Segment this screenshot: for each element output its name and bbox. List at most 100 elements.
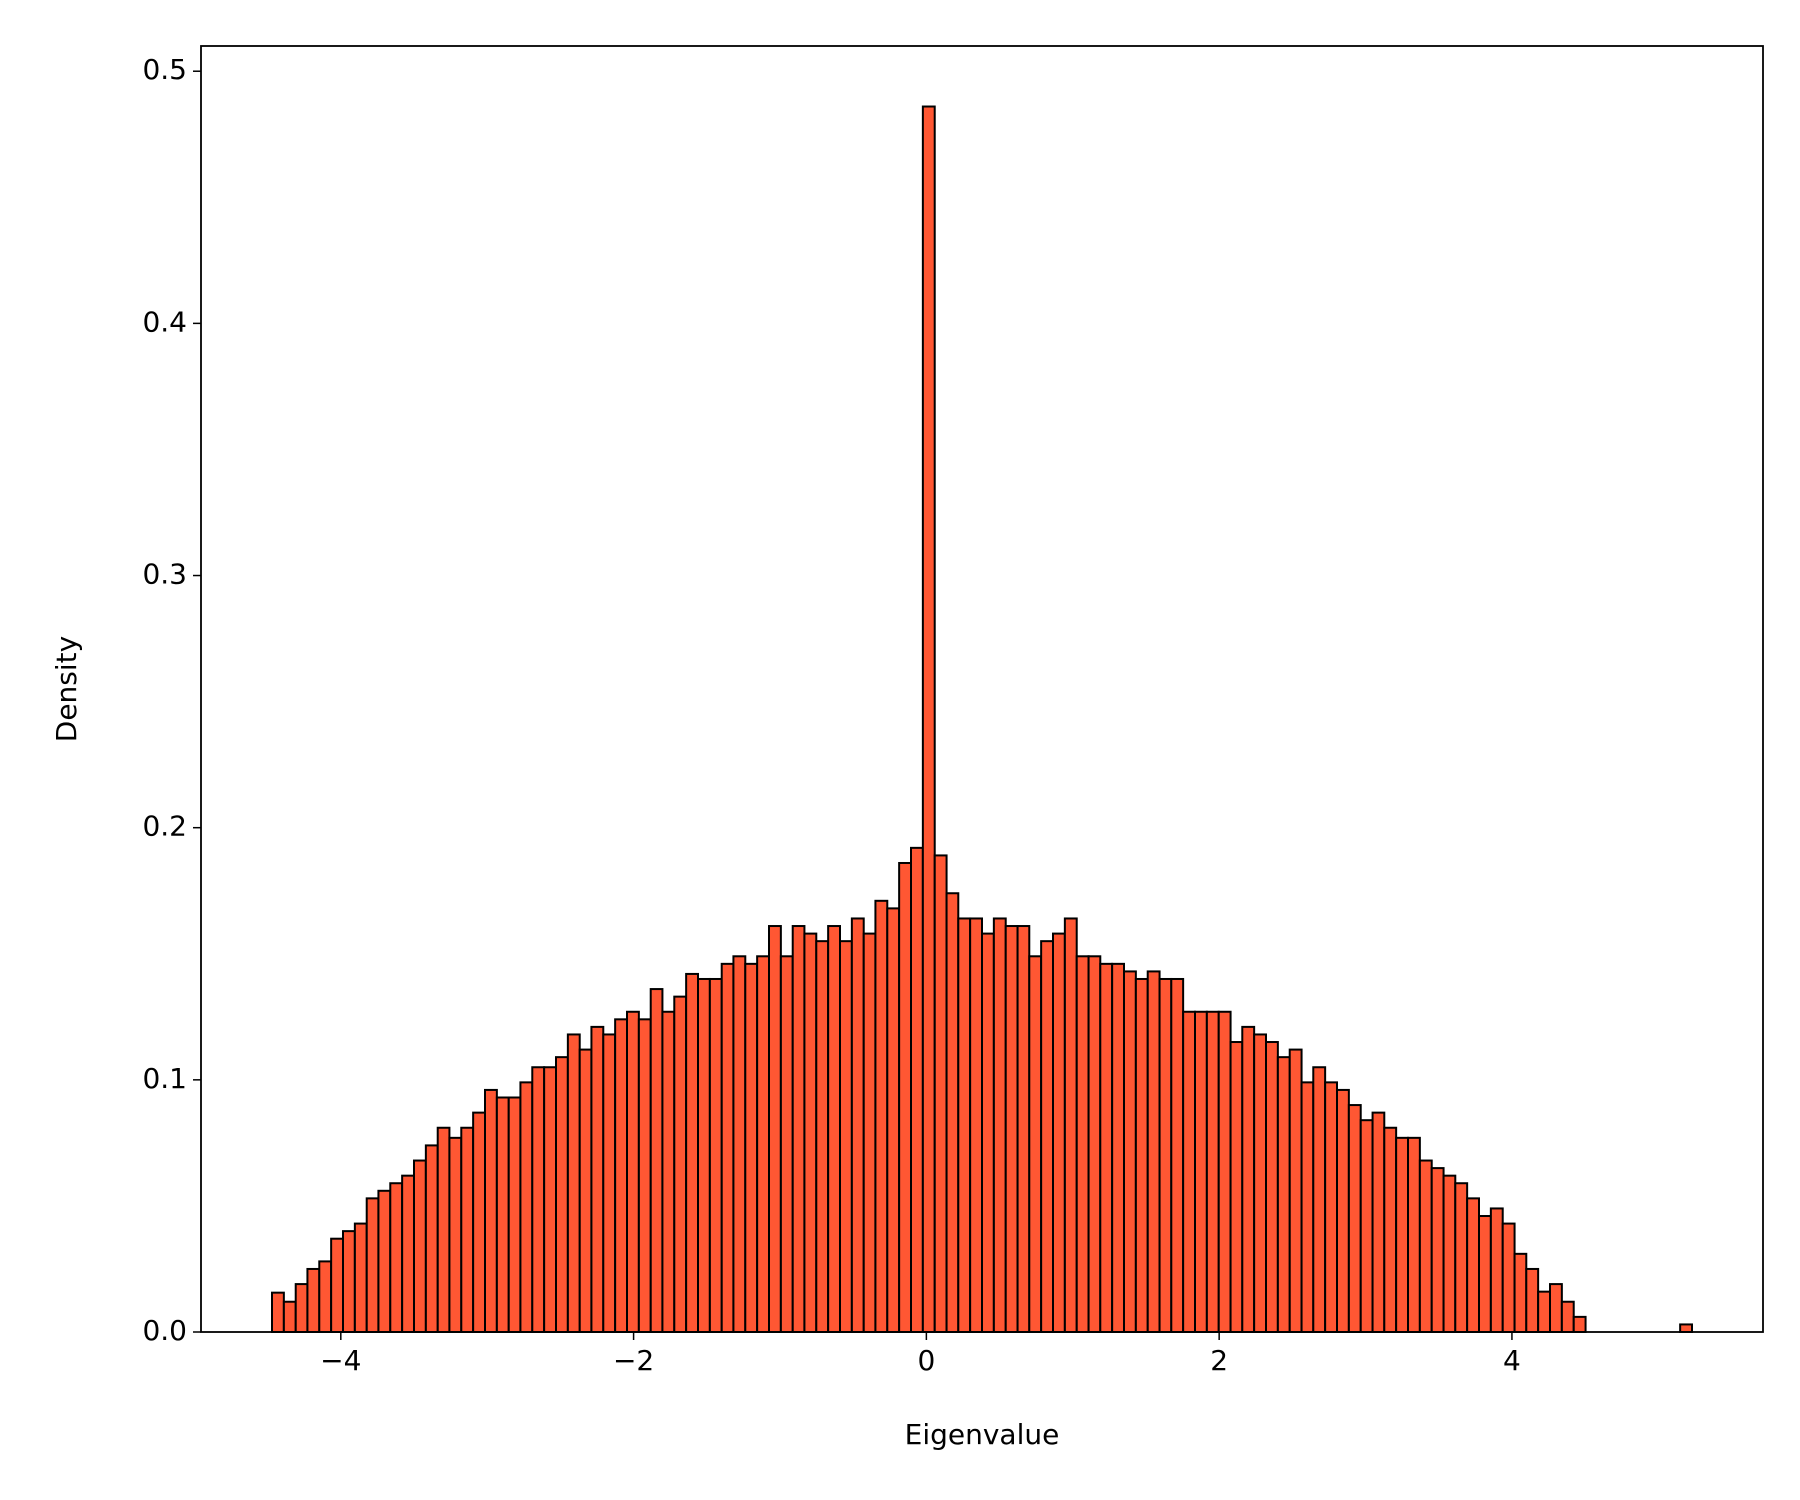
bar: [957, 917, 972, 1334]
bar: [839, 940, 853, 1333]
bar: [353, 1222, 368, 1333]
bar: [602, 1033, 617, 1334]
bar: [1383, 1126, 1398, 1333]
x-tick-label: −2: [613, 1344, 654, 1377]
bar: [981, 932, 995, 1333]
bar: [1087, 955, 1102, 1333]
bar: [1347, 1104, 1362, 1334]
bar: [460, 1126, 475, 1333]
bar: [1253, 1033, 1267, 1334]
bar: [1395, 1136, 1409, 1334]
bar: [318, 1260, 333, 1334]
bar: [910, 846, 924, 1333]
bar: [673, 995, 688, 1333]
bar: [1063, 917, 1078, 1334]
bar: [1537, 1290, 1551, 1334]
bar: [365, 1197, 380, 1333]
bar: [945, 892, 960, 1333]
bar: [1028, 955, 1043, 1333]
bar: [543, 1066, 558, 1334]
bar: [377, 1189, 392, 1333]
bar: [1205, 1010, 1220, 1334]
bar: [898, 861, 913, 1333]
plot-frame: [200, 45, 1764, 1333]
bar: [626, 1010, 640, 1334]
bar: [472, 1111, 487, 1333]
bar: [886, 907, 901, 1333]
bar: [732, 955, 747, 1333]
bar: [1312, 1066, 1327, 1334]
bar: [1040, 940, 1054, 1333]
bar: [1052, 932, 1066, 1333]
bar: [744, 962, 759, 1333]
bar: [306, 1267, 321, 1334]
bar: [1276, 1056, 1291, 1334]
bar: [1194, 1010, 1208, 1334]
x-tick-label: −4: [320, 1344, 361, 1377]
bar: [1371, 1111, 1386, 1333]
bar: [779, 955, 794, 1333]
bar: [803, 932, 818, 1333]
bar: [1359, 1119, 1374, 1333]
bar: [756, 955, 771, 1333]
bar: [1123, 970, 1137, 1334]
bar: [578, 1048, 593, 1334]
bar: [1182, 1010, 1196, 1334]
bar: [507, 1096, 522, 1334]
bar: [992, 917, 1007, 1334]
bar: [1016, 925, 1031, 1333]
bar: [1229, 1041, 1244, 1334]
bar: [768, 925, 782, 1333]
bar: [1288, 1048, 1303, 1334]
bar: [637, 1018, 652, 1333]
bar: [271, 1291, 285, 1334]
bar: [1489, 1207, 1504, 1333]
bar: [1265, 1041, 1279, 1334]
bar: [484, 1088, 498, 1334]
bar: [1560, 1300, 1575, 1334]
bar: [401, 1174, 416, 1333]
bar: [330, 1237, 345, 1333]
bar: [1525, 1267, 1540, 1334]
y-tick-label: 0.5: [142, 53, 187, 86]
bar: [566, 1033, 581, 1334]
bar: [424, 1144, 439, 1334]
bar: [614, 1018, 629, 1333]
bar: [1442, 1174, 1457, 1333]
bar: [1549, 1283, 1563, 1334]
bar: [531, 1066, 546, 1334]
y-axis-label: Density: [50, 636, 83, 742]
bar: [850, 917, 865, 1334]
bar: [1099, 962, 1114, 1333]
bar: [495, 1096, 510, 1334]
bar: [1170, 977, 1185, 1334]
bar: [708, 977, 723, 1334]
bar: [282, 1300, 297, 1334]
bar: [685, 972, 700, 1333]
bar: [413, 1159, 427, 1333]
bar: [815, 940, 830, 1333]
y-tick-label: 0.1: [142, 1062, 187, 1095]
bar: [1217, 1010, 1232, 1334]
bar: [1679, 1323, 1693, 1334]
x-tick-label: 4: [1503, 1344, 1521, 1377]
bar: [519, 1081, 534, 1334]
bar: [1075, 955, 1090, 1333]
x-tick-label: 0: [917, 1344, 935, 1377]
bar: [874, 899, 889, 1333]
bar: [389, 1182, 404, 1333]
bar: [969, 917, 984, 1334]
bar: [1134, 977, 1149, 1334]
bar: [436, 1126, 451, 1333]
bar: [921, 105, 936, 1333]
y-tick-label: 0.0: [142, 1314, 187, 1347]
bar: [1466, 1197, 1480, 1333]
bar: [448, 1136, 463, 1334]
bar: [791, 925, 806, 1333]
y-tick-label: 0.4: [142, 305, 187, 338]
bar: [720, 962, 735, 1333]
bar: [294, 1283, 309, 1334]
bar: [862, 932, 877, 1333]
bar: [1158, 977, 1173, 1334]
